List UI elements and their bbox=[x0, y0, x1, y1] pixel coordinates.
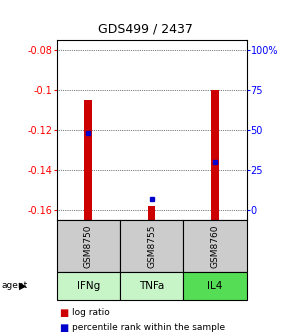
Text: TNFa: TNFa bbox=[139, 281, 164, 291]
Text: GSM8750: GSM8750 bbox=[84, 224, 93, 268]
Bar bbox=[211, 90, 219, 220]
Text: GSM8755: GSM8755 bbox=[147, 224, 156, 268]
Bar bbox=[84, 100, 92, 220]
Text: ▶: ▶ bbox=[19, 281, 26, 291]
Text: GDS499 / 2437: GDS499 / 2437 bbox=[97, 23, 193, 36]
Text: percentile rank within the sample: percentile rank within the sample bbox=[72, 323, 225, 332]
Text: agent: agent bbox=[1, 282, 28, 290]
Bar bbox=[148, 206, 155, 220]
Text: ■: ■ bbox=[59, 323, 69, 333]
Text: GSM8760: GSM8760 bbox=[210, 224, 219, 268]
Text: IFNg: IFNg bbox=[77, 281, 100, 291]
Text: ■: ■ bbox=[59, 308, 69, 318]
Text: log ratio: log ratio bbox=[72, 308, 109, 317]
Text: IL4: IL4 bbox=[207, 281, 222, 291]
